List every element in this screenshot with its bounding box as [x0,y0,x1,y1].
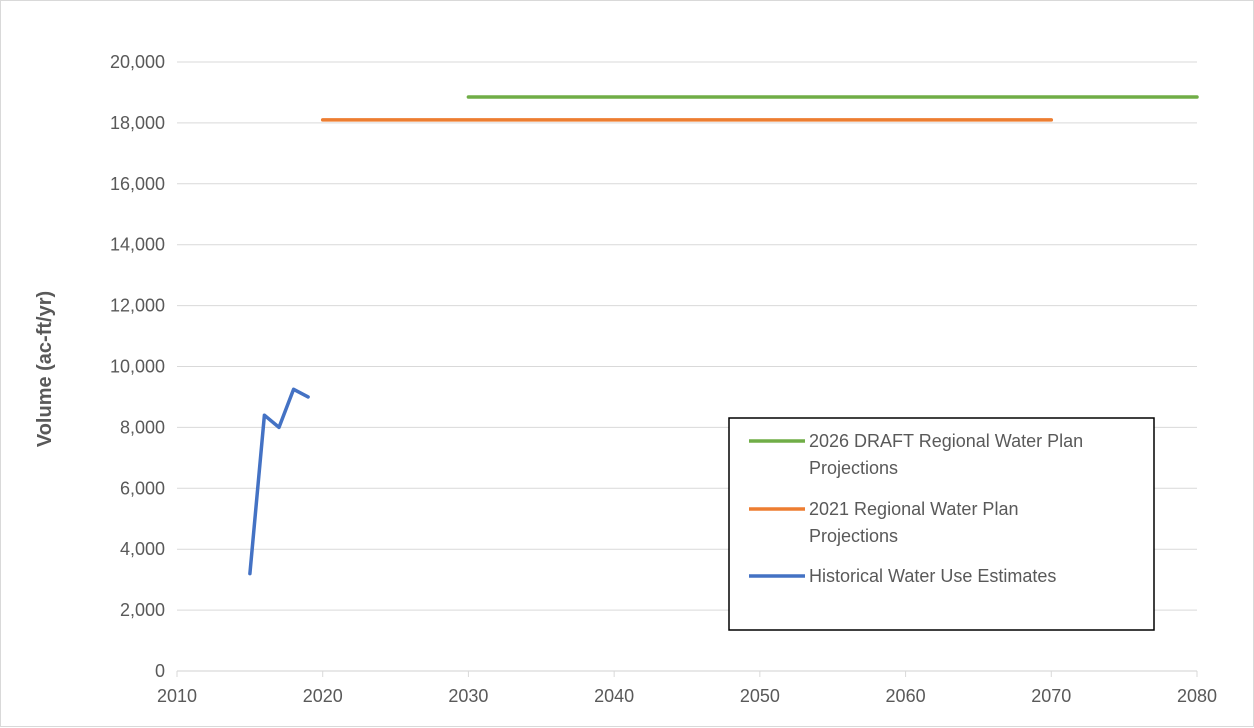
y-tick-label: 10,000 [110,357,165,377]
y-tick-label: 6,000 [120,478,165,498]
x-tick-label: 2010 [157,686,197,706]
y-axis-title: Volume (ac-ft/yr) [34,291,56,447]
legend-label-line: 2026 DRAFT Regional Water Plan [809,431,1083,451]
legend-label-line: Projections [809,458,898,478]
y-tick-label: 12,000 [110,296,165,316]
legend-label-2: Historical Water Use Estimates [809,566,1056,586]
y-tick-label: 0 [155,661,165,681]
y-tick-labels: 0 2,000 4,000 6,000 8,000 10,000 12,000 14,000 1… [110,52,165,681]
y-tick-label: 2,000 [120,600,165,620]
legend-label-line: Historical Water Use Estimates [809,566,1056,586]
x-tick-labels: 2010 2020 2030 2040 2050 2060 2070 2080 [157,686,1217,706]
y-tick-label: 18,000 [110,113,165,133]
x-tick-label: 2060 [886,686,926,706]
gridlines [177,61,1197,611]
series-line-2 [248,387,310,576]
x-tick-label: 2080 [1177,686,1217,706]
y-tick-label: 4,000 [120,539,165,559]
x-tick-label: 2020 [303,686,343,706]
y-tick-label: 16,000 [110,174,165,194]
series-lines [248,95,1199,576]
legend: 2026 DRAFT Regional Water Plan Projection… [728,417,1155,631]
x-tick-label: 2050 [740,686,780,706]
y-tick-label: 20,000 [110,52,165,72]
axes [176,670,1198,677]
x-tick-label: 2070 [1031,686,1071,706]
y-tick-label: 14,000 [110,235,165,255]
legend-entries: 2026 DRAFT Regional Water Plan Projection… [749,431,1083,586]
x-tick-label: 2040 [594,686,634,706]
x-tick-label: 2030 [448,686,488,706]
legend-label-0: 2026 DRAFT Regional Water Plan Projection… [809,431,1083,478]
legend-label-line: Projections [809,526,898,546]
legend-box [728,417,1155,631]
legend-label-line: 2021 Regional Water Plan [809,499,1018,519]
y-tick-label: 8,000 [120,417,165,437]
legend-label-1: 2021 Regional Water Plan Projections [809,499,1018,546]
